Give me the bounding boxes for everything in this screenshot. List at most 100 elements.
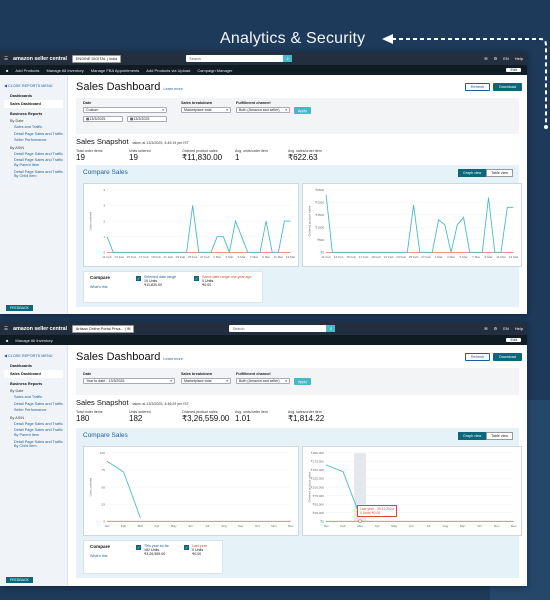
download-button[interactable]: Download [493, 83, 522, 91]
sidebar-item[interactable]: Detail Page Sales and Traffic [14, 131, 63, 136]
whats-this-link[interactable]: What's this [90, 554, 108, 558]
store-selector[interactable]: ENGINE DIGITAL | India [71, 54, 122, 63]
y-tick-label: ₹100,000 [311, 485, 324, 489]
search-input[interactable]: Search ⌕ [186, 55, 293, 62]
download-button[interactable]: Download [493, 353, 522, 361]
feedback-button[interactable]: FEEDBACK [6, 577, 33, 583]
refresh-button[interactable]: Refresh [464, 83, 491, 91]
breakdown-select[interactable]: Marketplace total ▾ [181, 378, 231, 384]
search-input[interactable]: Search ⌕ [229, 325, 336, 332]
edit-nav-button[interactable]: Edit [506, 68, 521, 72]
nav-item[interactable]: Add Products [15, 67, 40, 73]
mail-icon[interactable]: ✉ [484, 56, 488, 61]
x-tick-label: 25 Feb [188, 255, 198, 259]
snapshot-timestamp: taken at 13/3/2025, 4:49:19 pm IST [132, 141, 189, 145]
nav-item[interactable]: Campaign Manager [197, 67, 233, 73]
refresh-button[interactable]: Refresh [464, 353, 491, 361]
x-tick-label: Jan [323, 524, 328, 528]
learn-more-link[interactable]: Learn more [163, 87, 183, 91]
sidebar-item[interactable]: Detail Page Sales and Traffic [14, 421, 63, 426]
y-tick-label: 100 [100, 451, 105, 455]
y-tick-label: ₹200,000 [311, 451, 324, 455]
date-to-field[interactable]: ▦ 13/3/2025 [127, 116, 167, 122]
x-tick-label: 13 Feb [114, 255, 124, 259]
x-tick-label: Dec [511, 524, 517, 528]
checkbox-icon[interactable]: ✓ [194, 276, 199, 281]
amazon-logo: amazon seller central [13, 325, 67, 332]
date-select[interactable]: Custom ▾ [83, 107, 167, 113]
feedback-button[interactable]: FEEDBACK [6, 305, 33, 311]
x-tick-label: Feb [121, 524, 127, 528]
graph-view-button[interactable]: Graph view [458, 169, 487, 177]
store-selector[interactable]: Artisan Online Portal Priva... | IN [71, 324, 135, 333]
apply-button[interactable]: Apply [294, 378, 311, 385]
channel-label: Fulfillment channel [236, 101, 271, 105]
y-axis-label: Ordered product sales [307, 205, 311, 236]
checkbox-icon[interactable]: ✓ [136, 545, 141, 550]
snapshot-title: Sales Snapshot [76, 398, 129, 407]
main-content: Sales Dashboard Learn more Refresh Downl… [72, 345, 527, 586]
sidebar-item[interactable]: Seller Performance [14, 138, 47, 143]
channel-select[interactable]: Both (Amazon and seller) ▾ [236, 107, 290, 113]
x-tick-label: Jan [104, 524, 109, 528]
units-chart: 0 25 50 75 100 Units ordered Jan Feb Mar Apr May Ju… [83, 446, 299, 536]
nav-item[interactable]: Manage All Inventory [46, 67, 84, 73]
metric: Avg. sales/order item ₹622.63 [288, 149, 322, 162]
y-tick-label: ₹2500 [315, 188, 324, 192]
search-icon[interactable]: ⌕ [283, 55, 293, 62]
legend-previous[interactable]: ✓ Same date range one year ago 0 Units ₹0.… [194, 275, 252, 288]
x-tick-label: May [391, 524, 397, 528]
learn-more-link[interactable]: Learn more [163, 357, 183, 361]
sidebar-item[interactable]: Detail Page Sales and Traffic By Parent … [14, 428, 63, 437]
sidebar-item[interactable]: Detail Page Sales and Traffic By Child I… [14, 439, 63, 449]
nav-item[interactable]: Add Products via Upload [146, 67, 191, 73]
close-reports-menu[interactable]: ◀ CLOSE REPORTS MENU [4, 84, 53, 88]
metric: Total order items 180 [76, 410, 103, 423]
gear-icon[interactable]: ⚙ [493, 56, 498, 61]
date-from-field[interactable]: ▦ 13/3/2025 [83, 116, 123, 122]
channel-label: Fulfillment channel [236, 372, 271, 376]
legend-current[interactable]: ✓ This year so far 182 Units ₹3,26,559.00 [136, 544, 169, 557]
sidebar-item[interactable]: Detail Page Sales and Traffic By Parent … [14, 158, 63, 167]
checkbox-icon[interactable]: ✓ [136, 276, 141, 281]
date-select[interactable]: Year to date - 13/3/2025 ▾ [83, 378, 175, 384]
sidebar-item[interactable]: Seller Performance [14, 408, 47, 413]
gear-icon[interactable]: ⚙ [493, 326, 498, 331]
edit-nav-button[interactable]: Edit [506, 338, 521, 342]
breakdown-select[interactable]: Marketplace total ▾ [181, 107, 231, 113]
legend-previous[interactable]: ✓ Last year 0 Units ₹0.00 [184, 544, 207, 557]
channel-select[interactable]: Both (Amazon and seller) ▾ [236, 378, 290, 384]
apply-button[interactable]: Apply [294, 107, 311, 114]
checkbox-icon[interactable]: ✓ [184, 545, 189, 550]
compare-title: Compare Sales [83, 169, 128, 176]
close-reports-menu[interactable]: ◀ CLOSE REPORTS MENU [4, 354, 53, 358]
sales-chart-svg: ₹0 ₹500 ₹1000 ₹1500 ₹2000 ₹2500 Ordered produc… [307, 188, 518, 259]
sidebar-item-sales-dashboard[interactable]: Sales Dashboard [4, 370, 63, 378]
nav-item[interactable]: Manage FBA Appointments [90, 67, 140, 73]
sidebar-item[interactable]: Detail Page Sales and Traffic [14, 401, 63, 406]
x-tick-label: 15 Feb [127, 255, 137, 259]
legend-current[interactable]: ✓ Selected date range 19 Units ₹11,830.00 [136, 275, 177, 288]
menu-icon[interactable]: ☰ [4, 325, 9, 331]
sidebar-by-date: By Date [10, 389, 24, 393]
menu-icon[interactable]: ☰ [4, 55, 9, 61]
table-view-button[interactable]: Table view [486, 432, 513, 440]
units-chart-svg: 0 1 2 3 4 Units ordered 11 Feb 13 Feb 15 Feb 17 F… [88, 188, 295, 259]
sidebar-item[interactable]: Sales and Traffic [14, 125, 43, 129]
nav-item[interactable]: Manage All Inventory [15, 337, 53, 343]
sidebar-item[interactable]: Detail Page Sales and Traffic By Child I… [14, 169, 63, 179]
sidebar-item[interactable]: Detail Page Sales and Traffic [14, 151, 63, 156]
mail-icon[interactable]: ✉ [484, 326, 488, 331]
whats-this-link[interactable]: What's this [90, 285, 108, 289]
language-selector[interactable]: EN [503, 56, 509, 61]
search-icon[interactable]: ⌕ [326, 325, 336, 332]
help-link[interactable]: Help [514, 56, 523, 61]
help-link[interactable]: Help [514, 326, 523, 331]
language-selector[interactable]: EN [503, 326, 509, 331]
table-view-button[interactable]: Table view [486, 169, 513, 177]
x-tick-label: Oct [255, 524, 260, 528]
graph-view-button[interactable]: Graph view [458, 432, 487, 440]
sidebar-item[interactable]: Sales and Traffic [14, 395, 43, 399]
sidebar-item-sales-dashboard[interactable]: Sales Dashboard [4, 100, 63, 108]
x-tick-label: Dec [288, 524, 294, 528]
